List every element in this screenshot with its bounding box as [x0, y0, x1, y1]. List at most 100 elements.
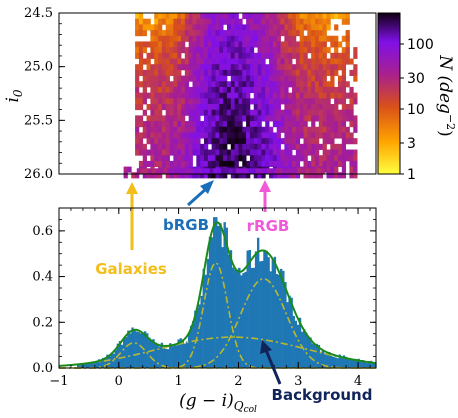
heatmap-cell: [142, 69, 147, 76]
heatmap-cell: [242, 115, 247, 122]
heatmap-cell: [154, 98, 159, 105]
heatmap-cell: [246, 30, 251, 37]
heatmap-cell: [196, 47, 201, 54]
heatmap-cell: [230, 115, 236, 122]
heatmap-cell: [177, 149, 182, 156]
histogram-bar: [95, 361, 99, 368]
heatmap-cell: [234, 92, 239, 99]
heatmap-cell: [169, 121, 174, 128]
histogram-bar: [330, 355, 333, 368]
heatmap-cell: [334, 98, 339, 105]
heatmap-cell: [345, 138, 350, 145]
heatmap-cell: [288, 35, 293, 42]
heatmap-cell: [246, 138, 251, 145]
heatmap-cell: [161, 121, 167, 128]
heatmap-cell: [303, 155, 308, 162]
heatmap-cell: [190, 168, 195, 174]
heatmap-cell: [253, 172, 258, 179]
heatmap-cell: [161, 41, 167, 48]
heatmap-cell: [200, 69, 205, 76]
heatmap-cell: [238, 109, 243, 116]
heatmap-cell: [249, 75, 255, 82]
heatmap-cell: [255, 168, 260, 174]
heatmap-cell: [184, 30, 190, 37]
heatmap-cell: [314, 138, 320, 145]
heatmap-cell: [284, 52, 289, 59]
heatmap-cell: [269, 155, 274, 162]
heatmap-cell: [265, 75, 270, 82]
heatmap-cell: [223, 75, 228, 82]
heatmap-cell: [276, 81, 281, 88]
heatmap-cell: [314, 52, 320, 59]
histogram-bar: [256, 237, 260, 368]
heatmap-cell: [146, 58, 151, 65]
heatmap-cell: [234, 81, 239, 88]
heatmap-cell: [205, 168, 210, 174]
heatmap-cell: [173, 69, 178, 76]
heatmap-cell: [138, 98, 144, 105]
heatmap-cell: [288, 47, 293, 54]
heatmap-cell: [303, 18, 308, 25]
histogram-bar: [229, 250, 233, 368]
heatmap-cell: [203, 41, 209, 48]
heatmap-cell: [345, 126, 350, 133]
heatmap-cell: [200, 47, 205, 54]
heatmap-cell: [284, 155, 289, 162]
heatmap-cell: [299, 69, 304, 76]
heatmap-cell: [284, 126, 289, 133]
heatmap-cell: [269, 98, 274, 105]
heatmap-cell: [295, 58, 301, 65]
heatmap-cell: [150, 155, 155, 162]
heatmap-cell: [326, 35, 331, 42]
heatmap-cell: [272, 132, 278, 139]
histogram-bar: [87, 362, 90, 368]
heatmap-cell: [181, 18, 186, 25]
heatmap-cell: [334, 104, 339, 111]
heatmap-cell: [337, 143, 343, 150]
heatmap-cell: [215, 58, 220, 65]
heatmap-cell: [249, 115, 255, 122]
heatmap-cell: [251, 168, 256, 174]
heatmap-cell: [341, 18, 347, 25]
heatmap-cell: [211, 160, 216, 167]
heatmap-cell: [173, 18, 178, 25]
histogram-bar: [179, 338, 182, 368]
heatmap-cell: [349, 160, 354, 167]
histogram-bar: [351, 359, 354, 368]
histogram-bar: [273, 256, 277, 368]
heatmap-cell: [165, 92, 170, 99]
heatmap-cell: [142, 24, 147, 31]
heatmap-cell: [280, 58, 285, 65]
heatmap-cell: [215, 172, 220, 179]
heatmap-cell: [311, 143, 316, 150]
heatmap-cell: [242, 109, 247, 116]
heatmap-cell: [261, 52, 266, 59]
heatmap-cell: [135, 24, 140, 31]
histogram-bar: [169, 343, 172, 368]
heatmap-cell: [284, 64, 289, 71]
heatmap-cell: [184, 69, 190, 76]
histogram-bar: [233, 269, 237, 368]
heatmap-cell: [349, 69, 354, 76]
heatmap-cell: [318, 143, 324, 150]
heatmap-cell: [215, 30, 220, 37]
heatmap-cell: [242, 41, 247, 48]
heatmap-cell: [314, 98, 320, 105]
colorbar-tick-label: 1: [407, 167, 416, 183]
heatmap-cell: [272, 98, 278, 105]
heatmap-cell: [337, 172, 343, 179]
heatmap-cell: [196, 98, 201, 105]
heatmap-cell: [316, 168, 321, 174]
heatmap-cell: [158, 132, 163, 139]
heatmap-cell: [161, 13, 167, 20]
heatmap-cell: [261, 86, 266, 94]
heatmap-cell: [292, 115, 297, 122]
histogram-bar: [89, 363, 92, 368]
heatmap-cell: [284, 30, 289, 37]
heatmap-cell: [135, 30, 140, 37]
heatmap-cell: [154, 24, 159, 31]
heatmap-cell: [334, 132, 339, 139]
heatmap-cell: [276, 132, 281, 139]
heatmap-cell: [150, 69, 155, 76]
heatmap-cell: [330, 166, 335, 173]
